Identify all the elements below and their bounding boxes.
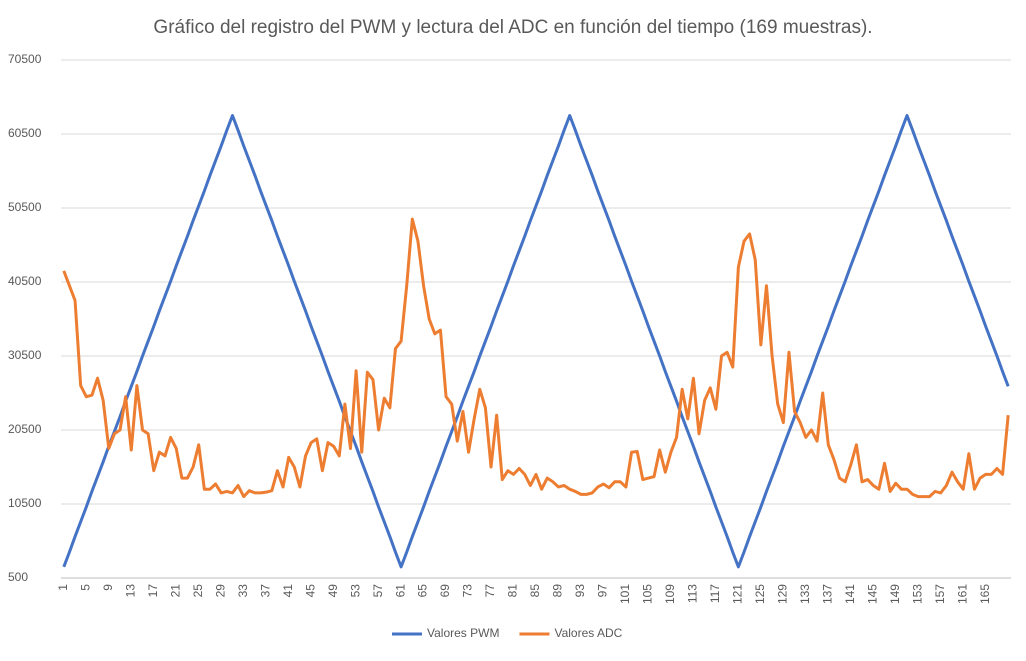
series-line	[62, 217, 1010, 499]
legend-label: Valores PWM	[427, 626, 499, 640]
x-tick-label: 33	[236, 584, 250, 598]
x-tick-label: 1	[56, 584, 70, 591]
x-tick-label: 5	[78, 584, 92, 591]
x-tick-label: 69	[438, 584, 452, 598]
x-tick-label: 73	[461, 584, 475, 598]
series-line	[62, 114, 1010, 569]
x-tick-label: 101	[618, 584, 632, 604]
x-tick-label: 153	[910, 584, 924, 604]
x-tick-label: 17	[146, 584, 160, 598]
x-tick-label: 81	[506, 584, 520, 598]
x-tick-label: 13	[123, 584, 137, 598]
y-tick-label: 30500	[8, 348, 42, 362]
x-tick-label: 133	[798, 584, 812, 604]
x-tick-label: 149	[888, 584, 902, 604]
y-tick-label: 10500	[8, 496, 42, 510]
x-tick-label: 125	[753, 584, 767, 604]
x-tick-label: 29	[213, 584, 227, 598]
chart-title: Gráfico del registro del PWM y lectura d…	[153, 17, 872, 38]
x-tick-label: 85	[528, 584, 542, 598]
x-tick-label: 49	[326, 584, 340, 598]
x-tick-label: 61	[393, 584, 407, 598]
x-tick-label: 157	[933, 584, 947, 604]
x-tick-label: 21	[168, 584, 182, 598]
x-tick-label: 109	[663, 584, 677, 604]
y-tick-label: 20500	[8, 422, 42, 436]
x-tick-label: 65	[416, 584, 430, 598]
x-tick-label: 165	[978, 584, 992, 604]
x-tick-label: 137	[820, 584, 834, 604]
x-tick-label: 97	[596, 584, 610, 598]
y-tick-label: 500	[8, 570, 28, 584]
legend-label: Valores ADC	[554, 626, 622, 640]
x-tick-label: 89	[551, 584, 565, 598]
x-tick-label: 25	[191, 584, 205, 598]
x-tick-label: 117	[708, 584, 722, 603]
x-tick-label: 53	[348, 584, 362, 598]
y-tick-label: 60500	[8, 126, 42, 140]
x-tick-label: 9	[101, 584, 115, 591]
x-tick-label: 113	[686, 584, 700, 603]
x-tick-label: 37	[258, 584, 272, 598]
y-tick-label: 70500	[8, 52, 42, 66]
y-tick-label: 50500	[8, 200, 42, 214]
x-tick-label: 129	[776, 584, 790, 604]
x-tick-label: 121	[731, 584, 745, 604]
x-tick-label: 105	[641, 584, 655, 604]
x-tick-label: 45	[303, 584, 317, 598]
x-tick-label: 77	[483, 584, 497, 598]
x-tick-label: 41	[281, 584, 295, 598]
y-tick-label: 40500	[8, 274, 42, 288]
x-tick-label: 141	[843, 584, 857, 604]
x-tick-label: 57	[371, 584, 385, 598]
x-tick-label: 145	[865, 584, 879, 604]
x-tick-label: 93	[573, 584, 587, 598]
x-tick-label: 161	[955, 584, 969, 604]
